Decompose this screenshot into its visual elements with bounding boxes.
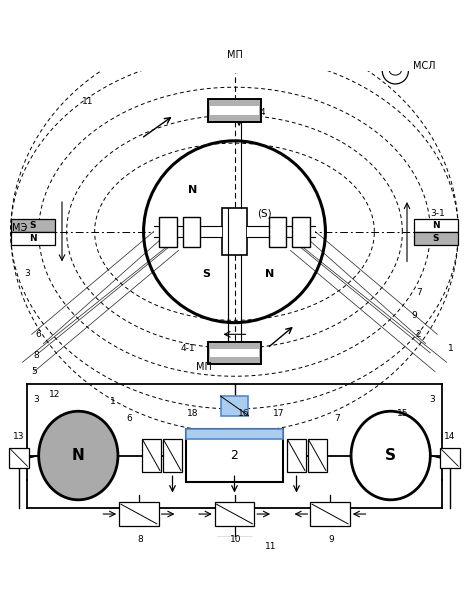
Bar (186, 429, 283, 482)
Text: 4: 4 (260, 108, 265, 117)
Text: (S): (S) (257, 208, 272, 218)
Bar (154, 226, 222, 237)
Text: 3: 3 (33, 395, 39, 404)
Text: 12: 12 (49, 390, 61, 399)
Text: 2: 2 (416, 330, 422, 339)
Text: 3: 3 (430, 395, 436, 404)
Text: N: N (72, 448, 85, 463)
Text: 3: 3 (24, 269, 30, 278)
Text: 4-1: 4-1 (181, 344, 195, 353)
Bar (414, 232, 458, 244)
Text: 6: 6 (36, 330, 42, 339)
Bar (210, 349, 259, 357)
Bar (163, 439, 182, 472)
Text: 10: 10 (230, 535, 241, 544)
Text: 9: 9 (411, 311, 417, 320)
Text: 7: 7 (416, 288, 422, 297)
Bar (287, 439, 306, 472)
Text: N: N (188, 185, 197, 195)
Bar (187, 429, 282, 439)
Text: 9: 9 (328, 535, 334, 544)
Text: 5: 5 (31, 367, 37, 376)
Bar (208, 342, 261, 364)
Text: 17: 17 (273, 409, 285, 418)
Bar (247, 226, 315, 237)
Text: 1: 1 (448, 344, 454, 353)
Bar (310, 502, 350, 526)
Bar (308, 439, 327, 472)
Bar (220, 396, 249, 416)
Text: МЭ: МЭ (12, 223, 27, 233)
Bar (142, 439, 161, 472)
Text: 11: 11 (82, 97, 93, 106)
Bar (11, 219, 55, 232)
Text: 8: 8 (33, 351, 39, 360)
Bar (210, 106, 259, 114)
Bar (208, 99, 261, 122)
Text: 13: 13 (13, 432, 25, 441)
Bar (222, 209, 247, 255)
Text: N: N (29, 233, 37, 243)
Text: N: N (432, 221, 440, 230)
Ellipse shape (351, 411, 431, 500)
Bar (440, 448, 460, 468)
Text: 8: 8 (137, 535, 143, 544)
Text: 1: 1 (110, 398, 116, 406)
Bar (208, 99, 261, 122)
Text: N: N (265, 269, 274, 278)
Text: МСЛ: МСЛ (413, 61, 436, 71)
Bar (269, 216, 287, 247)
Text: 7: 7 (334, 413, 340, 423)
Text: 11: 11 (265, 542, 276, 551)
Text: 18: 18 (187, 409, 198, 418)
Text: 2: 2 (231, 449, 238, 462)
Bar (217, 537, 252, 556)
Bar (208, 342, 261, 364)
Bar (9, 448, 29, 468)
Text: 3-1: 3-1 (430, 209, 445, 218)
Text: 6: 6 (127, 413, 132, 423)
Text: МП: МП (196, 362, 212, 372)
Text: S: S (433, 233, 439, 243)
Bar (292, 216, 310, 247)
Text: 16: 16 (238, 409, 250, 418)
Bar (215, 502, 254, 526)
Ellipse shape (38, 411, 118, 500)
Bar (182, 216, 200, 247)
Bar (414, 219, 458, 232)
Text: S: S (385, 448, 396, 463)
Bar (119, 502, 159, 526)
Text: МП: МП (227, 50, 242, 60)
Text: S: S (30, 221, 36, 230)
Text: 14: 14 (444, 432, 455, 441)
Bar (159, 216, 177, 247)
Bar (11, 232, 55, 244)
Text: S: S (203, 269, 211, 278)
Text: 15: 15 (397, 409, 408, 418)
